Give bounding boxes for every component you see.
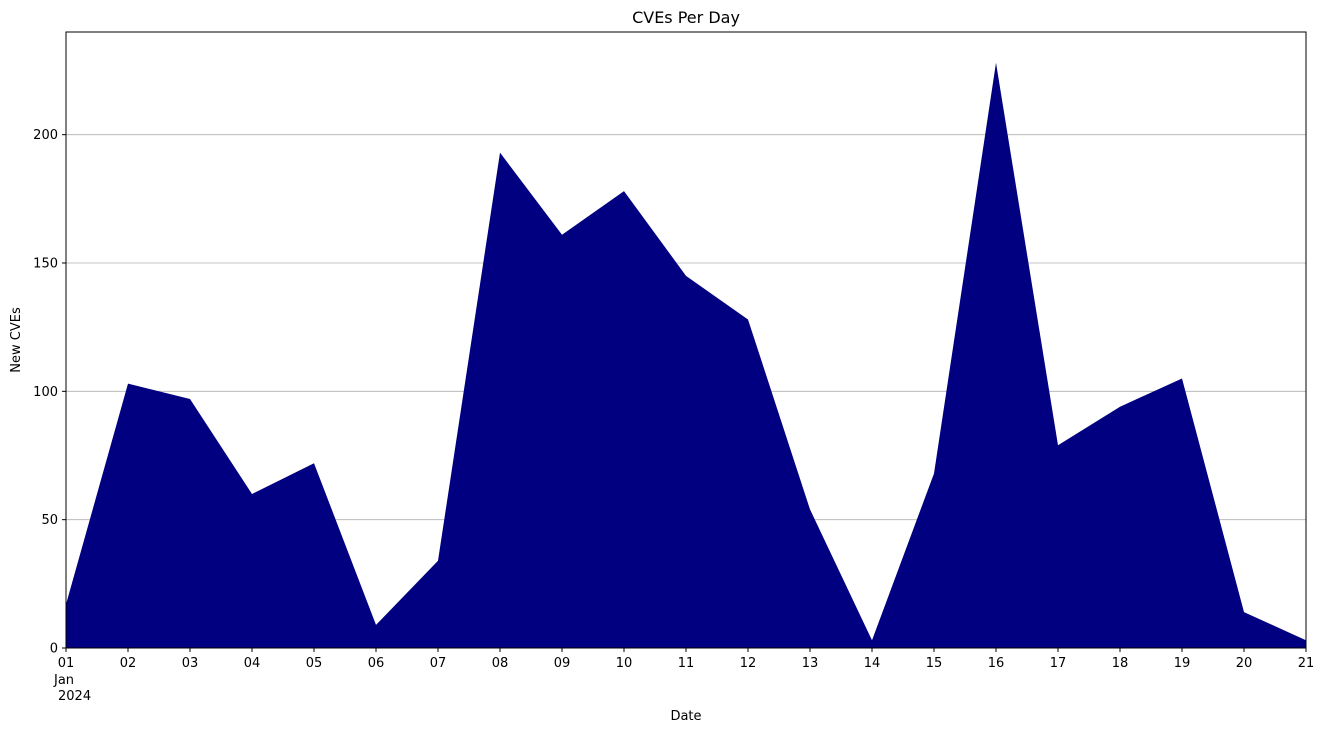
x-tick-label: 19 bbox=[1174, 656, 1191, 671]
x-tick-sublabel: Jan bbox=[53, 673, 74, 688]
x-tick-label: 03 bbox=[182, 656, 199, 671]
x-tick-label: 07 bbox=[430, 656, 447, 671]
y-tick-label: 100 bbox=[33, 385, 58, 400]
y-tick-label: 50 bbox=[41, 513, 58, 528]
chart-title: CVEs Per Day bbox=[632, 8, 740, 27]
x-tick-label: 12 bbox=[740, 656, 757, 671]
x-tick-label: 16 bbox=[988, 656, 1005, 671]
x-tick-label: 18 bbox=[1112, 656, 1129, 671]
x-tick-label: 08 bbox=[492, 656, 509, 671]
x-tick-label: 01 bbox=[58, 656, 75, 671]
x-tick-sublabel: 2024 bbox=[58, 689, 91, 704]
x-tick-label: 06 bbox=[368, 656, 385, 671]
x-tick-label: 09 bbox=[554, 656, 571, 671]
y-axis-label: New CVEs bbox=[9, 307, 24, 373]
x-tick-label: 21 bbox=[1298, 656, 1315, 671]
x-tick-label: 05 bbox=[306, 656, 323, 671]
x-tick-label: 11 bbox=[678, 656, 695, 671]
y-tick-label: 150 bbox=[33, 257, 58, 272]
cve-area-series bbox=[66, 62, 1306, 649]
x-tick-label: 02 bbox=[120, 656, 137, 671]
x-tick-label: 13 bbox=[802, 656, 819, 671]
x-tick-label: 14 bbox=[864, 656, 881, 671]
y-tick-label: 0 bbox=[50, 642, 58, 657]
x-tick-label: 17 bbox=[1050, 656, 1067, 671]
x-axis-label: Date bbox=[670, 709, 701, 724]
y-axis-ticks: 0 50 100 150 200 bbox=[33, 128, 66, 657]
x-tick-label: 15 bbox=[926, 656, 943, 671]
x-tick-label: 20 bbox=[1236, 656, 1253, 671]
x-tick-label: 04 bbox=[244, 656, 261, 671]
x-axis-ticks: 01 02 03 04 05 06 07 08 09 10 11 12 13 14 15 16 17 18 19 20… bbox=[53, 648, 1314, 704]
y-tick-label: 200 bbox=[33, 128, 58, 143]
x-tick-label: 10 bbox=[616, 656, 633, 671]
